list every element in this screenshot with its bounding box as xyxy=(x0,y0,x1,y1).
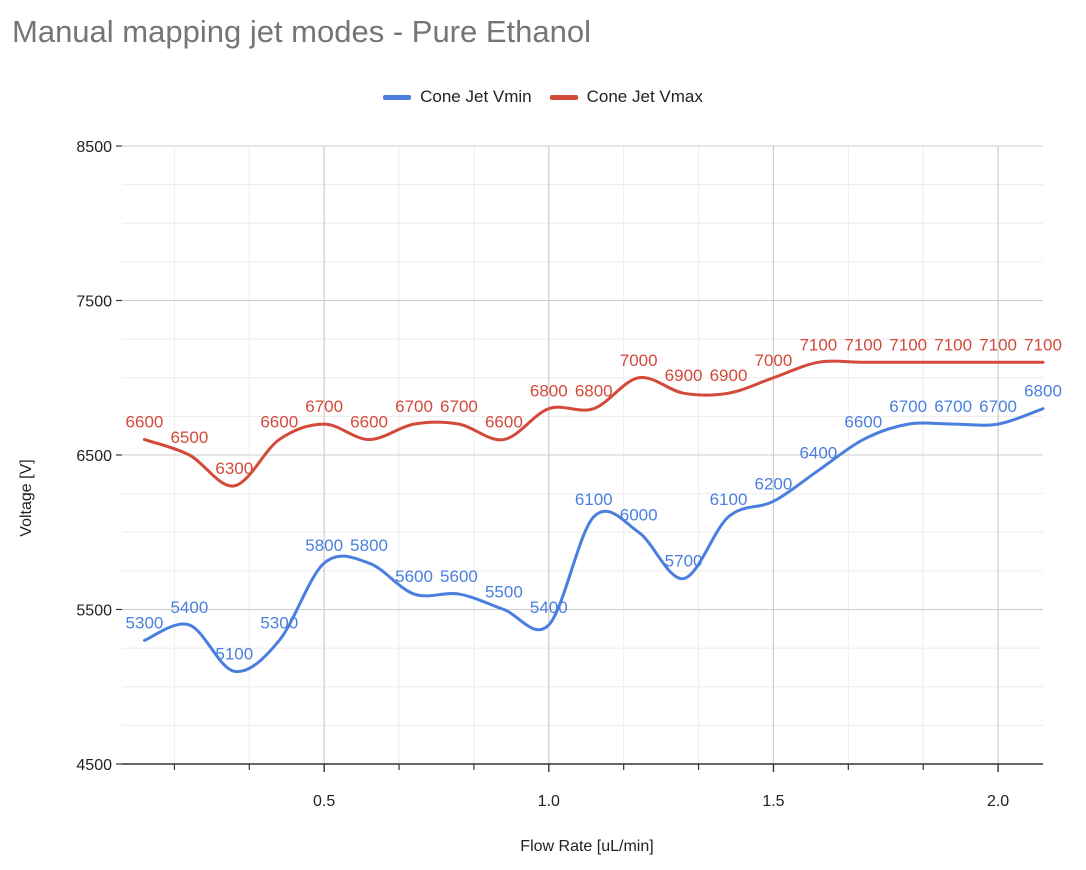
legend-label-vmin: Cone Jet Vmin xyxy=(420,87,532,106)
legend-label-vmax: Cone Jet Vmax xyxy=(586,87,703,106)
data-label-vmax: 6900 xyxy=(665,366,703,385)
data-label-vmin: 6700 xyxy=(889,397,927,416)
data-label-vmin: 5100 xyxy=(215,644,253,663)
data-label-vmax: 7100 xyxy=(889,335,927,354)
data-label-vmax: 7100 xyxy=(1024,335,1062,354)
data-label-vmin: 6200 xyxy=(755,474,793,493)
data-label-vmin: 6100 xyxy=(575,490,613,509)
data-label-vmax: 6500 xyxy=(170,428,208,447)
x-axis-title: Flow Rate [uL/min] xyxy=(520,838,654,855)
grid xyxy=(122,145,1043,764)
data-label-vmax: 6600 xyxy=(260,413,298,432)
y-tick-label: 4500 xyxy=(76,757,112,774)
x-tick-label: 1.5 xyxy=(762,793,784,810)
x-tick-label: 1.0 xyxy=(538,793,560,810)
data-label-vmin: 5400 xyxy=(170,598,208,617)
legend-item-vmax[interactable]: Cone Jet Vmax xyxy=(549,87,703,107)
chart-title: Manual mapping jet modes - Pure Ethanol xyxy=(12,14,591,49)
data-label-vmax: 6300 xyxy=(215,459,253,478)
data-label-vmin: 6100 xyxy=(710,490,748,509)
data-label-vmin: 5300 xyxy=(260,613,298,632)
data-label-vmin: 5600 xyxy=(395,567,433,586)
data-label-vmax: 7100 xyxy=(844,335,882,354)
x-tick-label: 0.5 xyxy=(313,793,335,810)
y-tick-label: 5500 xyxy=(76,603,112,620)
series-line-vmax xyxy=(142,359,1045,488)
data-label-vmin: 5800 xyxy=(350,536,388,555)
data-label-vmax: 7100 xyxy=(934,335,972,354)
data-label-vmax: 7100 xyxy=(799,335,837,354)
data-label-vmax: 6700 xyxy=(395,397,433,416)
y-tick-label: 7500 xyxy=(76,294,112,311)
data-label-vmax: 6600 xyxy=(126,413,164,432)
data-labels: 5300 5400 5100 5300 5800 5800 5600 5600 5500 5400… xyxy=(126,335,1062,663)
data-label-vmax: 7000 xyxy=(620,351,658,370)
y-tick-label: 8500 xyxy=(76,139,112,156)
data-label-vmin: 6700 xyxy=(934,397,972,416)
data-label-vmax: 6900 xyxy=(710,366,748,385)
y-tick-label: 6500 xyxy=(76,448,112,465)
data-label-vmin: 5700 xyxy=(665,552,703,571)
series xyxy=(142,359,1045,673)
data-label-vmin: 5800 xyxy=(305,536,343,555)
data-label-vmax: 6600 xyxy=(485,413,523,432)
data-label-vmin: 6400 xyxy=(799,443,837,462)
data-label-vmin: 6000 xyxy=(620,505,658,524)
axes: 4500 5500 6500 7500 8500 0.5 1.0 1.5 2.0 xyxy=(76,139,1043,810)
data-label-vmax: 6800 xyxy=(575,382,613,401)
data-label-vmax: 6700 xyxy=(440,397,478,416)
legend: Cone Jet Vmin Cone Jet Vmax xyxy=(0,85,1086,109)
data-label-vmax: 6700 xyxy=(305,397,343,416)
data-label-vmin: 5500 xyxy=(485,583,523,602)
data-label-vmin: 5300 xyxy=(126,613,164,632)
data-label-vmin: 6700 xyxy=(979,397,1017,416)
data-label-vmax: 6600 xyxy=(350,413,388,432)
legend-swatch-vmin xyxy=(383,94,412,100)
y-axis-title: Voltage [V] xyxy=(18,459,35,537)
data-label-vmax: 7100 xyxy=(979,335,1017,354)
legend-swatch-vmax xyxy=(549,94,578,100)
legend-item-vmin[interactable]: Cone Jet Vmin xyxy=(383,87,532,107)
data-label-vmin: 6800 xyxy=(1024,382,1062,401)
data-label-vmax: 7000 xyxy=(755,351,793,370)
data-label-vmin: 5400 xyxy=(530,598,568,617)
data-label-vmin: 6600 xyxy=(844,413,882,432)
data-label-vmin: 5600 xyxy=(440,567,478,586)
series-line-vmin xyxy=(142,407,1045,673)
data-label-vmax: 6800 xyxy=(530,382,568,401)
x-tick-label: 2.0 xyxy=(987,793,1009,810)
